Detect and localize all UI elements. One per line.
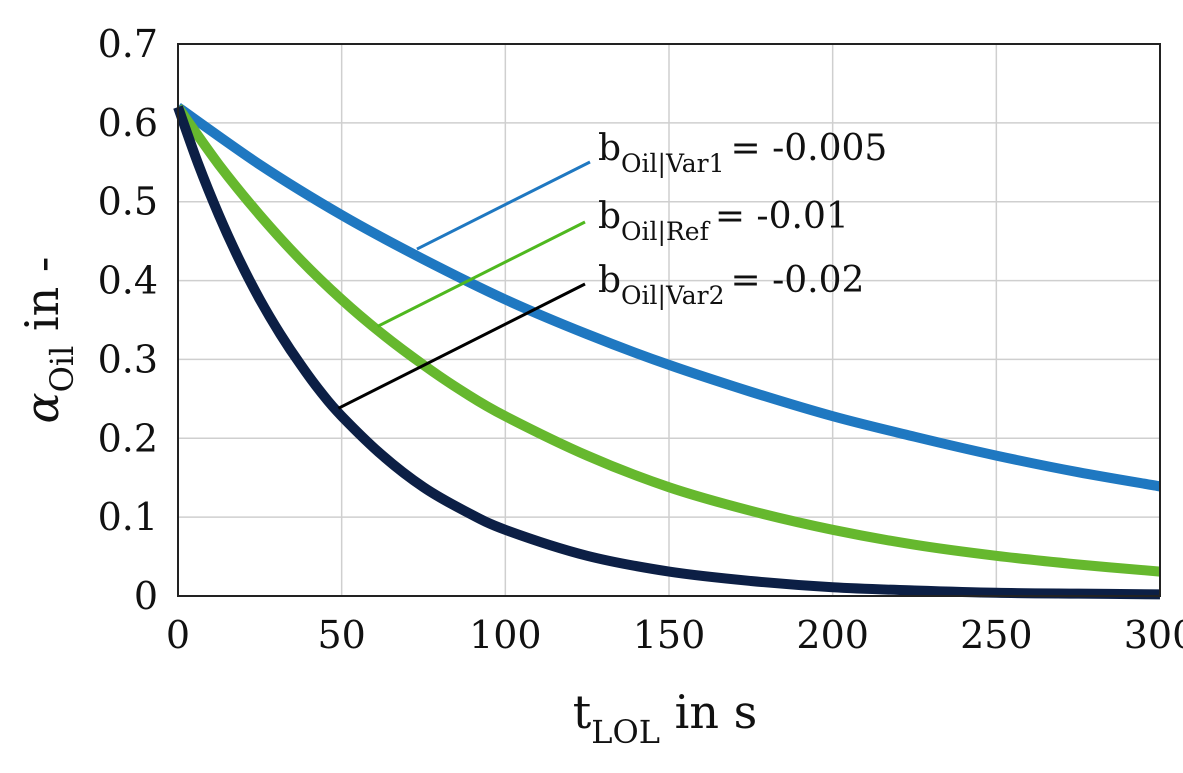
annotation-label-var2: bOil|Var2 = -0.02 [598, 260, 864, 311]
annotation-leader-var2 [337, 282, 586, 410]
series-line-var1 [175, 103, 1161, 492]
y-tick-label: 0.4 [98, 259, 158, 303]
x-tick-label: 200 [796, 613, 869, 657]
series-lines [173, 103, 1161, 600]
x-axis-label-sub: LOL [591, 713, 660, 751]
y-axis-label-sub: Oil [43, 346, 81, 393]
annotation-leaders [337, 160, 591, 410]
annotation-subscript: Oil|Ref [621, 217, 711, 247]
y-axis-label-unit: in - [15, 257, 69, 346]
annotation-value: = -0.02 [730, 260, 864, 301]
annotation-base: b [598, 260, 621, 301]
x-tick-label: 150 [633, 613, 706, 657]
y-tick-label: 0 [134, 574, 158, 618]
annotation-label-var1: bOil|Var1 = -0.005 [598, 128, 887, 179]
series-line-var2 [173, 105, 1161, 600]
x-axis-label: tLOL in s [573, 685, 757, 751]
annotation-leader-ref [376, 220, 586, 328]
x-tick-labels: 0 50 100 150 200 250 300 [166, 613, 1183, 657]
annotation-value: = -0.005 [730, 128, 887, 169]
annotation-subscript: Oil|Var2 [621, 281, 724, 311]
y-tick-label: 0.7 [98, 22, 158, 66]
x-axis-label-unit: in s [660, 685, 757, 739]
annotation-base: b [598, 196, 621, 237]
x-tick-label: 250 [960, 613, 1033, 657]
series-line-ref [173, 104, 1161, 577]
y-axis-label: αOil in - [15, 257, 81, 424]
plot-frame [177, 43, 1161, 597]
x-tick-label: 50 [317, 613, 365, 657]
annotation-value: = -0.01 [715, 196, 849, 237]
grid [177, 43, 1161, 597]
annotation-subscript: Oil|Var1 [621, 149, 724, 179]
x-tick-label: 300 [1124, 613, 1183, 657]
x-tick-label: 100 [469, 613, 542, 657]
y-tick-labels: 0 0.1 0.2 0.3 0.4 0.5 0.6 0.7 [98, 22, 158, 618]
y-tick-label: 0.3 [98, 337, 158, 381]
y-tick-label: 0.2 [98, 416, 158, 460]
y-tick-label: 0.1 [98, 495, 158, 539]
annotation-label-ref: bOil|Ref = -0.01 [598, 196, 849, 247]
y-tick-label: 0.5 [98, 180, 158, 224]
x-axis-label-main: t [573, 685, 592, 739]
x-tick-label: 0 [166, 613, 190, 657]
y-axis-label-main: α [15, 392, 69, 423]
y-tick-label: 0.6 [98, 101, 158, 145]
annotation-base: b [598, 128, 621, 169]
annotation-leader-var1 [416, 160, 591, 251]
